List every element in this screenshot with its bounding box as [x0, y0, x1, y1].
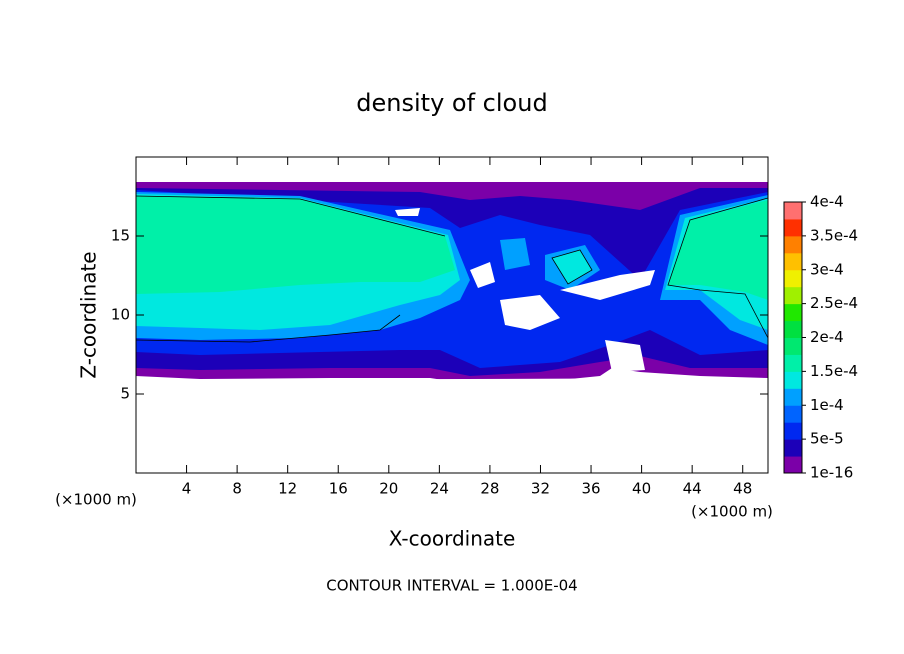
colorbar-band [784, 439, 802, 457]
x-tick-label: 44 [683, 480, 702, 498]
colorbar-tick-label: 1e-4 [810, 396, 844, 414]
field-hole [136, 208, 768, 473]
x-tick-label: 20 [379, 480, 398, 498]
colorbar-band [784, 337, 802, 355]
y-tick-label: 5 [120, 385, 130, 403]
x-tick-label: 24 [430, 480, 449, 498]
colorbar-band [784, 371, 802, 389]
y-tick-label: 10 [111, 306, 130, 324]
x-tick-label: 28 [480, 480, 499, 498]
colorbar-band [784, 202, 802, 220]
x-unit-label: (×1000 m) [55, 491, 137, 509]
contour-interval: CONTOUR INTERVAL = 1.000E-04 [326, 577, 577, 595]
x-tick-label: 12 [278, 480, 297, 498]
colorbar-band [784, 269, 802, 288]
colorbar-band [784, 388, 802, 406]
x-tick-label: 48 [733, 480, 752, 498]
colorbar-band [784, 456, 802, 474]
colorbar-band [784, 218, 802, 237]
x-tick-label: 8 [232, 480, 242, 498]
colorbar-tick-label: 1e-16 [810, 464, 853, 482]
x-unit-label: (×1000 m) [691, 503, 773, 521]
x-tick-label: 16 [329, 480, 348, 498]
colorbar-band [784, 354, 802, 372]
colorbar-band [784, 320, 802, 338]
colorbar-tick-label: 5e-5 [810, 430, 844, 448]
colorbar-band [784, 252, 802, 271]
colorbar-band [784, 405, 802, 423]
colorbar-tick-label: 3e-4 [810, 260, 844, 278]
x-axis-label: X-coordinate [389, 527, 516, 551]
colorbar-band [784, 422, 802, 440]
contour-field [136, 182, 768, 473]
y-axis-label: Z-coordinate [77, 251, 101, 378]
contour-line [136, 195, 768, 343]
colorbar-tick-label: 4e-4 [810, 193, 844, 211]
colorbar-tick-label: 3.5e-4 [810, 226, 858, 244]
colorbar-band [784, 286, 802, 305]
field-level-7 [136, 196, 768, 300]
x-tick-label: 4 [182, 480, 192, 498]
colorbar-tick-label: 2.5e-4 [810, 294, 858, 312]
chart-title: density of cloud [356, 89, 547, 117]
colorbar-tick-label: 1.5e-4 [810, 362, 858, 380]
y-tick-label: 15 [111, 227, 130, 245]
colorbar-band [784, 303, 802, 322]
colorbar-tick-label: 2e-4 [810, 328, 844, 346]
x-tick-label: 32 [531, 480, 550, 498]
x-tick-label: 40 [632, 480, 651, 498]
colorbar-band [784, 235, 802, 254]
x-tick-label: 36 [581, 480, 600, 498]
